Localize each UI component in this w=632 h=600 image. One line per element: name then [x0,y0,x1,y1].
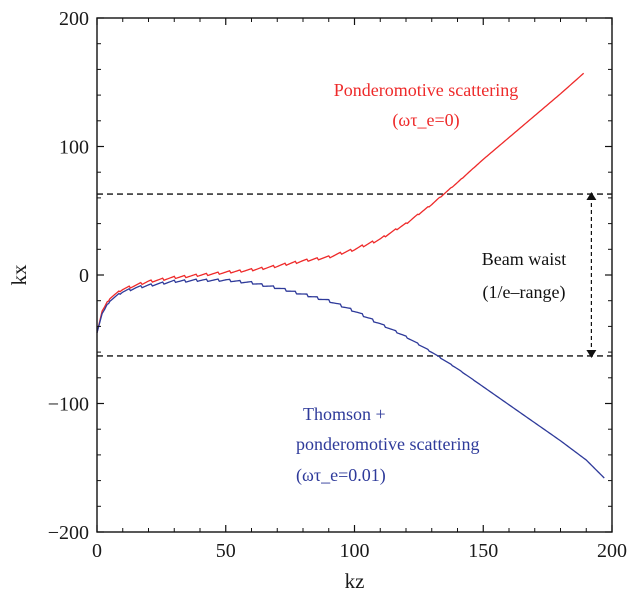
y-tick-label: 100 [59,137,89,159]
x-tick-label: 0 [92,540,102,562]
y-tick-label: 0 [79,265,89,287]
y-axis-title: kx [7,264,31,286]
reference-lines [97,193,612,357]
plot-frame [96,17,613,533]
y-tick-label: −100 [48,394,89,416]
annotation-ponderomotive-title: Ponderomotive scattering [334,80,518,100]
annotation-thomson-param: (ωτ_e=0.01) [296,465,386,486]
annotation-ponderomotive-param: (ωτ_e=0) [392,110,459,131]
series-group [96,72,605,479]
x-tick-label: 200 [597,540,627,562]
y-tick-label: 200 [59,8,89,30]
annotation-beam-waist: Beam waist [482,249,566,269]
series-line-thomson [96,278,605,479]
annotation-thomson-title: Thomson + [303,404,386,424]
x-tick-label: 50 [216,540,236,562]
x-axis-title: kz [345,569,365,593]
x-tick-label: 100 [340,540,370,562]
y-tick-label: −200 [48,522,89,544]
annotation-thomson-subtitle: ponderomotive scattering [296,434,479,454]
annotation-beam-range: (1/e–range) [483,282,566,303]
series-line-ponderomotive [96,72,585,333]
ticks-group: 0 50 100 150 200 −200 −100 0 100 200 [48,8,627,562]
x-tick-label: 150 [468,540,498,562]
